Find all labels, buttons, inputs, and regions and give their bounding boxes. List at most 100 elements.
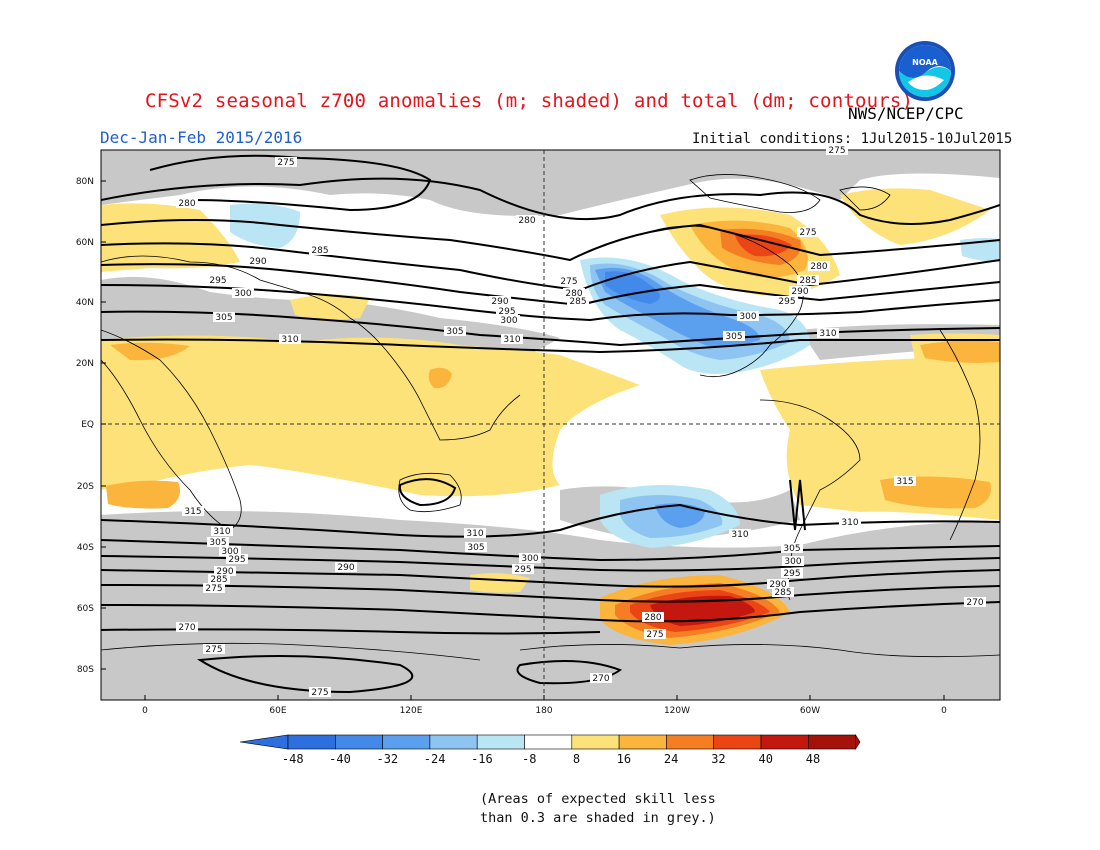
contour-label-bg <box>203 583 225 593</box>
lon-tick-label: 0 <box>142 706 148 716</box>
skill-footnote-line2: than 0.3 are shaded in grey.) <box>480 810 716 826</box>
initial-conditions: Initial conditions: 1Jul2015-10Jul2015 <box>692 131 1013 147</box>
colorbar-label: -40 <box>329 752 351 766</box>
contour-label: 305 <box>209 538 226 548</box>
contour-label-bg <box>772 587 794 597</box>
contour-label: 300 <box>784 557 801 567</box>
contour-label-bg <box>498 315 520 325</box>
contour-label: 290 <box>249 257 266 267</box>
contour-label: 280 <box>178 199 195 209</box>
contour-label: 295 <box>228 555 245 565</box>
contour-label: 295 <box>514 565 531 575</box>
contour-label: 310 <box>503 335 520 345</box>
lat-tick-label: EQ <box>81 420 94 430</box>
longitude-ticks: 0 60E 120E 180 120W 60W 0 <box>142 695 947 716</box>
contour-label-bg <box>275 157 297 167</box>
contour-label: 275 <box>277 158 294 168</box>
contour-label: 270 <box>178 623 195 633</box>
contour-label-bg <box>767 579 789 589</box>
contour-label-bg <box>729 529 751 539</box>
colorbar-swatch <box>666 734 715 750</box>
lat-tick-label: 80N <box>76 177 94 187</box>
contour-label: 275 <box>828 146 845 156</box>
colorbar-label: 8 <box>573 752 580 766</box>
colorbar-label: -8 <box>522 752 536 766</box>
contour-label: 280 <box>810 262 827 272</box>
contour-label-bg <box>464 528 486 538</box>
contour-label-bg <box>567 296 589 306</box>
contour-label-bg <box>496 306 518 316</box>
contour-label-bg <box>335 562 357 572</box>
contour-label-bg <box>208 574 230 584</box>
contour-label: 300 <box>500 316 517 326</box>
colorbar-swatch <box>524 734 573 750</box>
contour-label-bg <box>214 566 236 576</box>
colorbar-swatch <box>760 734 809 750</box>
contour-label-bg <box>207 537 229 547</box>
contour-label: 285 <box>311 246 328 256</box>
contour-labels: 2752802852902953003053102802752802852902… <box>176 145 986 698</box>
contour-label-bg <box>232 288 254 298</box>
colorbar-swatch <box>476 734 525 750</box>
contour-label-bg <box>247 256 269 266</box>
contour-label: 300 <box>521 554 538 564</box>
contour-label-bg <box>207 275 229 285</box>
contour-label: 295 <box>209 276 226 286</box>
contour-label-bg <box>826 145 848 155</box>
contour-label: 275 <box>205 645 222 655</box>
contour-label-bg <box>644 629 666 639</box>
contour-label: 290 <box>491 297 508 307</box>
contour-label-bg <box>797 227 819 237</box>
colorbar-swatch <box>429 734 478 750</box>
contour-label: 275 <box>646 630 663 640</box>
deep-blue-anomaly-core <box>605 271 660 304</box>
contour-label: 275 <box>799 228 816 238</box>
contour-label-bg <box>203 644 225 654</box>
contour-label: 295 <box>778 297 795 307</box>
contour-label-bg <box>309 687 331 697</box>
contour-label: 310 <box>281 335 298 345</box>
contour-label-bg <box>219 546 241 556</box>
colorbar-swatch <box>807 734 856 750</box>
contour-label-bg <box>444 326 466 336</box>
contour-label: 305 <box>215 313 232 323</box>
colorbar-label: 48 <box>806 752 820 766</box>
contour-label-bg <box>489 296 511 306</box>
contour-label: 275 <box>311 688 328 698</box>
lat-tick-label: 60N <box>76 238 94 248</box>
contour-label: 270 <box>966 598 983 608</box>
colorbar-arrow-right <box>855 733 861 751</box>
contour-label: 310 <box>841 518 858 528</box>
lon-tick-label: 120W <box>664 706 690 716</box>
colorbar-label: -24 <box>424 752 446 766</box>
colorbar-swatch <box>713 734 762 750</box>
contour-label: 305 <box>783 544 800 554</box>
agency-label: NWS/NCEP/CPC <box>848 104 964 123</box>
contour-label-bg <box>512 564 534 574</box>
contour-label-bg <box>782 556 804 566</box>
forecast-period: Dec-Jan-Feb 2015/2016 <box>100 128 303 147</box>
contour-label-bg <box>176 622 198 632</box>
contour-label: 280 <box>518 216 535 226</box>
contour-label-bg <box>839 517 861 527</box>
contour-label-bg <box>279 334 301 344</box>
contour-label-bg <box>789 286 811 296</box>
contour-label: 285 <box>774 588 791 598</box>
colorbar-label: 32 <box>711 752 725 766</box>
colorbar-label: 16 <box>617 752 631 766</box>
contour-label-bg <box>590 673 612 683</box>
lon-tick-label: 0 <box>941 706 947 716</box>
skill-footnote-line1: (Areas of expected skill less <box>480 791 716 807</box>
colorbar-label: 24 <box>664 752 678 766</box>
colorbar-swatch <box>287 734 336 750</box>
noaa-logo-icon: NOAA <box>895 41 955 101</box>
map-frame <box>100 149 1001 701</box>
contour-label-bg <box>176 198 198 208</box>
contour-label: 290 <box>791 287 808 297</box>
contour-label-bg <box>781 568 803 578</box>
contour-label-bg <box>817 328 839 338</box>
contour-label: 290 <box>216 567 233 577</box>
colorbar-label: -16 <box>471 752 493 766</box>
contour-label: 275 <box>205 584 222 594</box>
contour-label: 315 <box>184 507 201 517</box>
